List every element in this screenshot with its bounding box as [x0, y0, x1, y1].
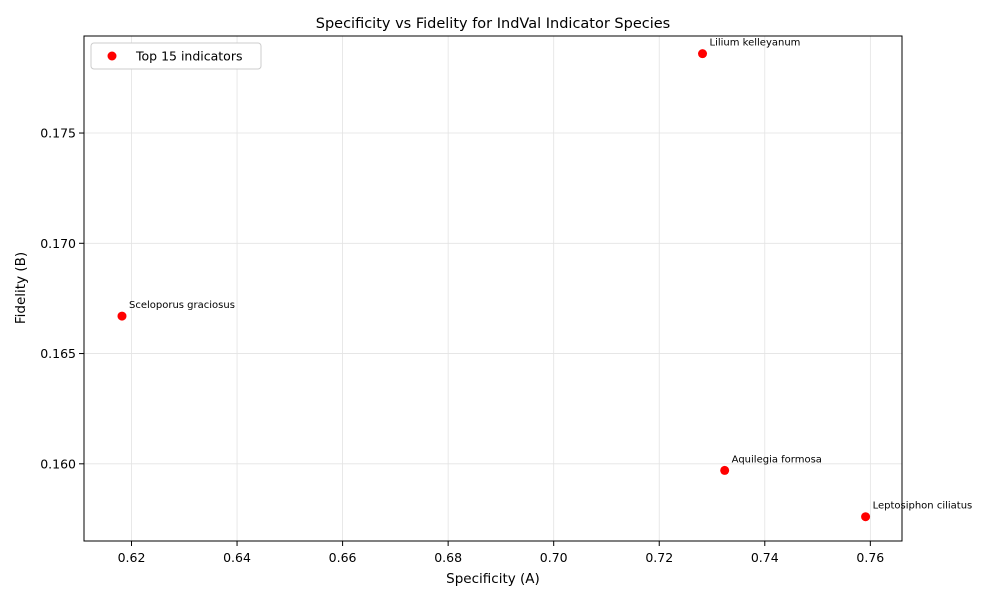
- x-tick-label: 0.70: [540, 550, 568, 565]
- data-points: Lilium kelleyanum Sceloporus graciosus Aqu…: [117, 38, 972, 522]
- point-annotation: Leptosiphon ciliatus: [873, 501, 973, 512]
- x-tick-label: 0.72: [645, 550, 673, 565]
- point-annotation: Aquilegia formosa: [732, 454, 822, 465]
- y-tick-label: 0.170: [40, 236, 76, 251]
- grid: [84, 36, 902, 541]
- y-tick-label: 0.165: [40, 346, 76, 361]
- x-tick-label: 0.66: [329, 550, 357, 565]
- x-tick-label: 0.76: [856, 550, 884, 565]
- y-tick-label: 0.175: [40, 126, 76, 141]
- legend-box: [90, 42, 262, 70]
- chart-title: Specificity vs Fidelity for IndVal Indic…: [316, 16, 670, 32]
- x-tick-label: 0.74: [751, 550, 779, 565]
- data-point: [720, 465, 730, 475]
- x-tick-label: 0.68: [434, 550, 462, 565]
- y-axis-label: Fidelity (B): [13, 252, 29, 324]
- point-annotation: Sceloporus graciosus: [129, 300, 235, 311]
- axis-ticks: 0.62 0.64 0.66 0.68 0.70 0.72 0.74 0.76 0.160 0.1…: [40, 126, 884, 565]
- legend-label: Top 15 indicators: [135, 49, 242, 64]
- x-tick-label: 0.62: [118, 550, 146, 565]
- data-point: [117, 311, 127, 321]
- data-point: [861, 512, 871, 522]
- data-point: [698, 49, 708, 59]
- plot-area-frame: [83, 35, 903, 542]
- legend-marker: [107, 51, 117, 61]
- y-tick-label: 0.160: [40, 456, 76, 471]
- x-tick-label: 0.64: [223, 550, 251, 565]
- x-axis-label: Specificity (A): [446, 571, 540, 587]
- point-annotation: Lilium kelleyanum: [710, 38, 801, 49]
- legend: Top 15 indicators: [90, 42, 262, 70]
